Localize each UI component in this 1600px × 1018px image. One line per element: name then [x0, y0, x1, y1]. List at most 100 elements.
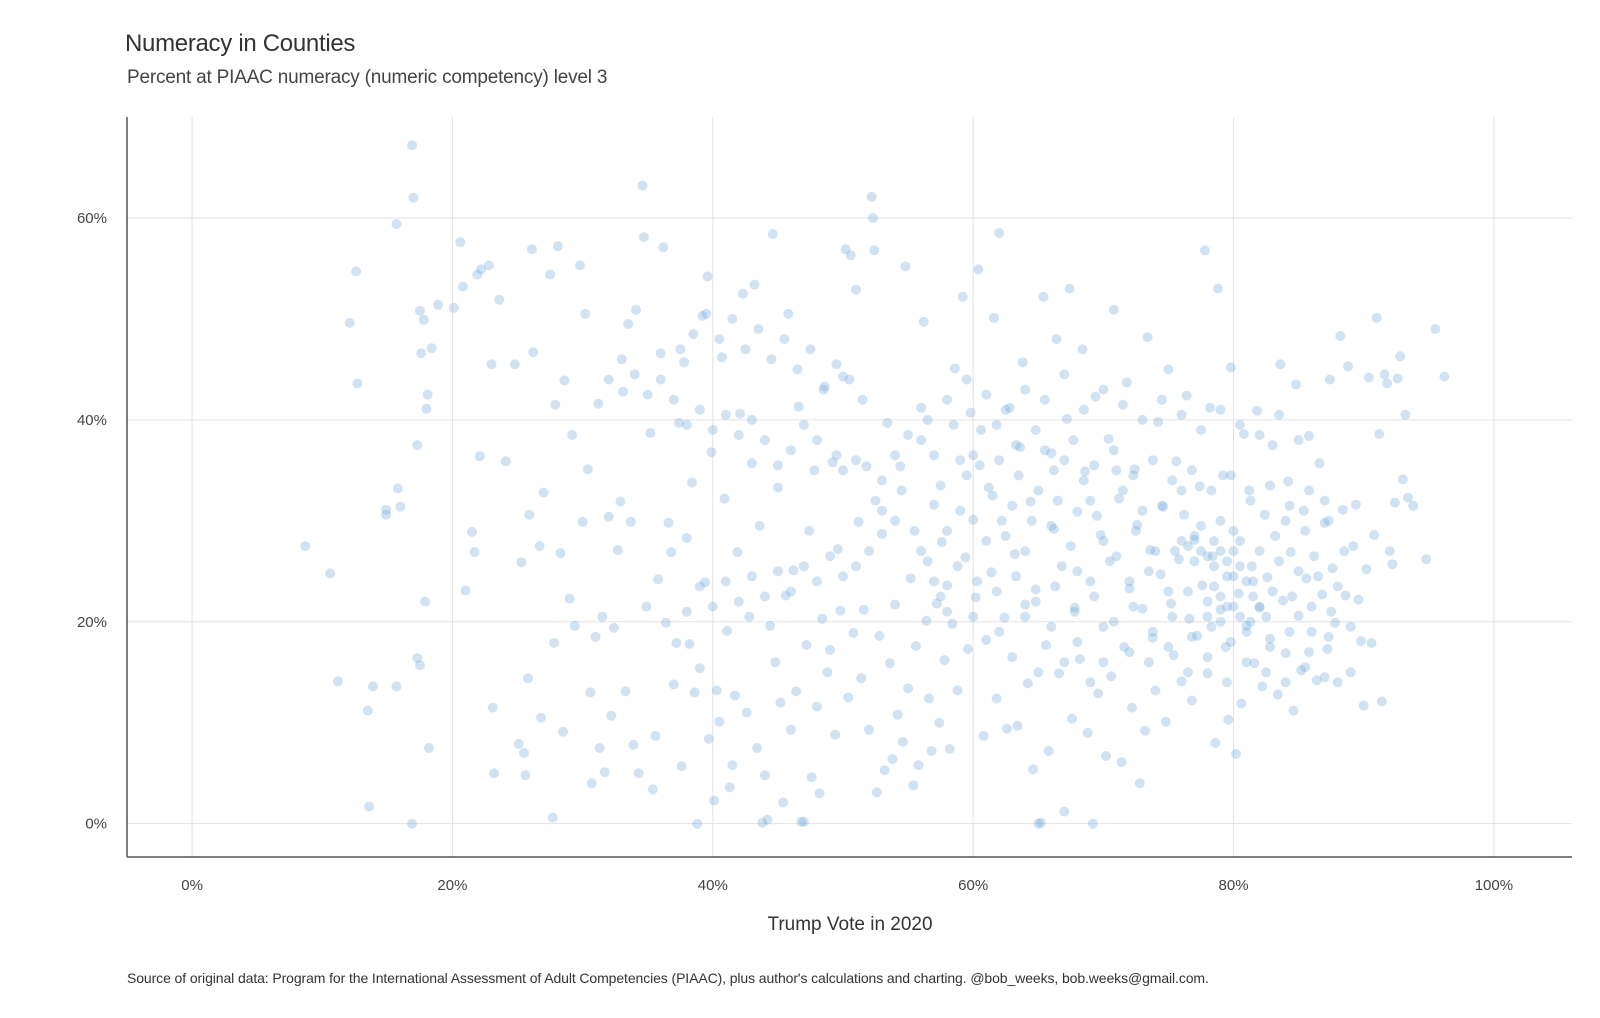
- data-point: [567, 430, 578, 440]
- data-point: [916, 435, 927, 446]
- data-point: [918, 316, 929, 327]
- data-point: [474, 451, 485, 462]
- data-point: [825, 551, 835, 562]
- data-point: [631, 304, 641, 315]
- data-point: [1121, 377, 1132, 388]
- data-point: [364, 801, 375, 812]
- data-point: [991, 693, 1002, 704]
- data-point: [407, 140, 418, 151]
- data-point: [1210, 737, 1221, 748]
- data-point: [1089, 460, 1100, 471]
- data-point: [716, 352, 727, 363]
- data-point: [681, 606, 692, 617]
- data-point: [1235, 611, 1245, 622]
- data-point: [549, 638, 559, 648]
- data-point: [1033, 667, 1044, 678]
- data-point: [702, 271, 713, 282]
- data-point: [1132, 519, 1143, 530]
- data-point: [1313, 571, 1324, 582]
- data-point: [641, 601, 652, 612]
- data-point: [783, 308, 794, 319]
- data-point: [1007, 652, 1018, 663]
- data-point: [1143, 566, 1154, 577]
- data-point: [1145, 545, 1156, 556]
- data-point: [1283, 476, 1294, 487]
- data-point: [658, 242, 669, 253]
- data-point: [1117, 399, 1128, 410]
- data-point: [1030, 584, 1041, 595]
- data-point: [1197, 580, 1208, 591]
- data-point: [737, 288, 748, 299]
- data-point: [448, 302, 459, 313]
- data-point: [1030, 596, 1041, 607]
- data-point: [1189, 531, 1200, 541]
- data-point: [1199, 245, 1210, 256]
- data-point: [1030, 425, 1041, 435]
- data-point: [1228, 571, 1239, 582]
- data-point: [1324, 374, 1335, 385]
- data-point: [981, 634, 992, 645]
- data-point: [1077, 344, 1088, 355]
- data-point: [1137, 603, 1148, 614]
- data-point: [1130, 525, 1141, 536]
- data-point: [981, 389, 992, 400]
- data-point: [638, 232, 649, 243]
- data-point: [1017, 357, 1028, 368]
- data-point: [887, 754, 898, 765]
- data-point: [1254, 601, 1265, 612]
- data-point: [637, 180, 648, 191]
- data-point: [775, 697, 786, 708]
- data-point: [616, 354, 627, 365]
- data-point: [516, 557, 527, 568]
- data-point: [1275, 359, 1286, 370]
- data-point: [729, 690, 740, 701]
- data-point: [1291, 379, 1301, 390]
- data-point: [1233, 588, 1244, 599]
- data-point: [1091, 510, 1102, 521]
- data-point: [944, 744, 955, 754]
- data-point: [1186, 631, 1197, 642]
- data-point: [1206, 621, 1217, 632]
- data-point: [1072, 566, 1083, 577]
- data-point: [1085, 677, 1096, 688]
- data-point: [1074, 654, 1085, 665]
- data-point: [1369, 530, 1380, 540]
- data-point: [580, 308, 591, 319]
- data-points: [300, 140, 1450, 829]
- data-point: [1356, 636, 1367, 646]
- data-point: [896, 485, 907, 496]
- data-point: [1326, 606, 1337, 617]
- data-point: [509, 359, 520, 370]
- data-point: [1215, 604, 1226, 615]
- data-point: [472, 269, 483, 280]
- data-point: [785, 586, 796, 597]
- data-point: [1166, 598, 1176, 609]
- data-point: [1280, 648, 1291, 659]
- data-point: [905, 573, 916, 584]
- data-point: [550, 399, 561, 410]
- data-point: [1069, 602, 1080, 613]
- data-point: [1206, 485, 1217, 496]
- data-point: [1052, 495, 1063, 506]
- data-point: [1280, 515, 1291, 526]
- data-point: [489, 768, 500, 779]
- data-point: [1171, 456, 1182, 467]
- data-point: [1350, 499, 1361, 510]
- data-point: [929, 450, 940, 461]
- data-point: [1296, 665, 1307, 676]
- data-point: [801, 640, 812, 650]
- data-point: [798, 419, 809, 430]
- data-point: [526, 244, 537, 255]
- data-point: [961, 374, 972, 385]
- data-point: [788, 565, 799, 576]
- data-point: [961, 470, 972, 481]
- data-point: [996, 515, 1007, 526]
- data-point: [407, 818, 418, 829]
- chart-title: Numeracy in Counties: [125, 30, 356, 57]
- data-point: [780, 590, 791, 601]
- data-point: [759, 770, 770, 781]
- data-point: [1345, 667, 1356, 678]
- data-point: [884, 658, 895, 669]
- data-point: [692, 818, 703, 829]
- data-point: [1155, 569, 1166, 580]
